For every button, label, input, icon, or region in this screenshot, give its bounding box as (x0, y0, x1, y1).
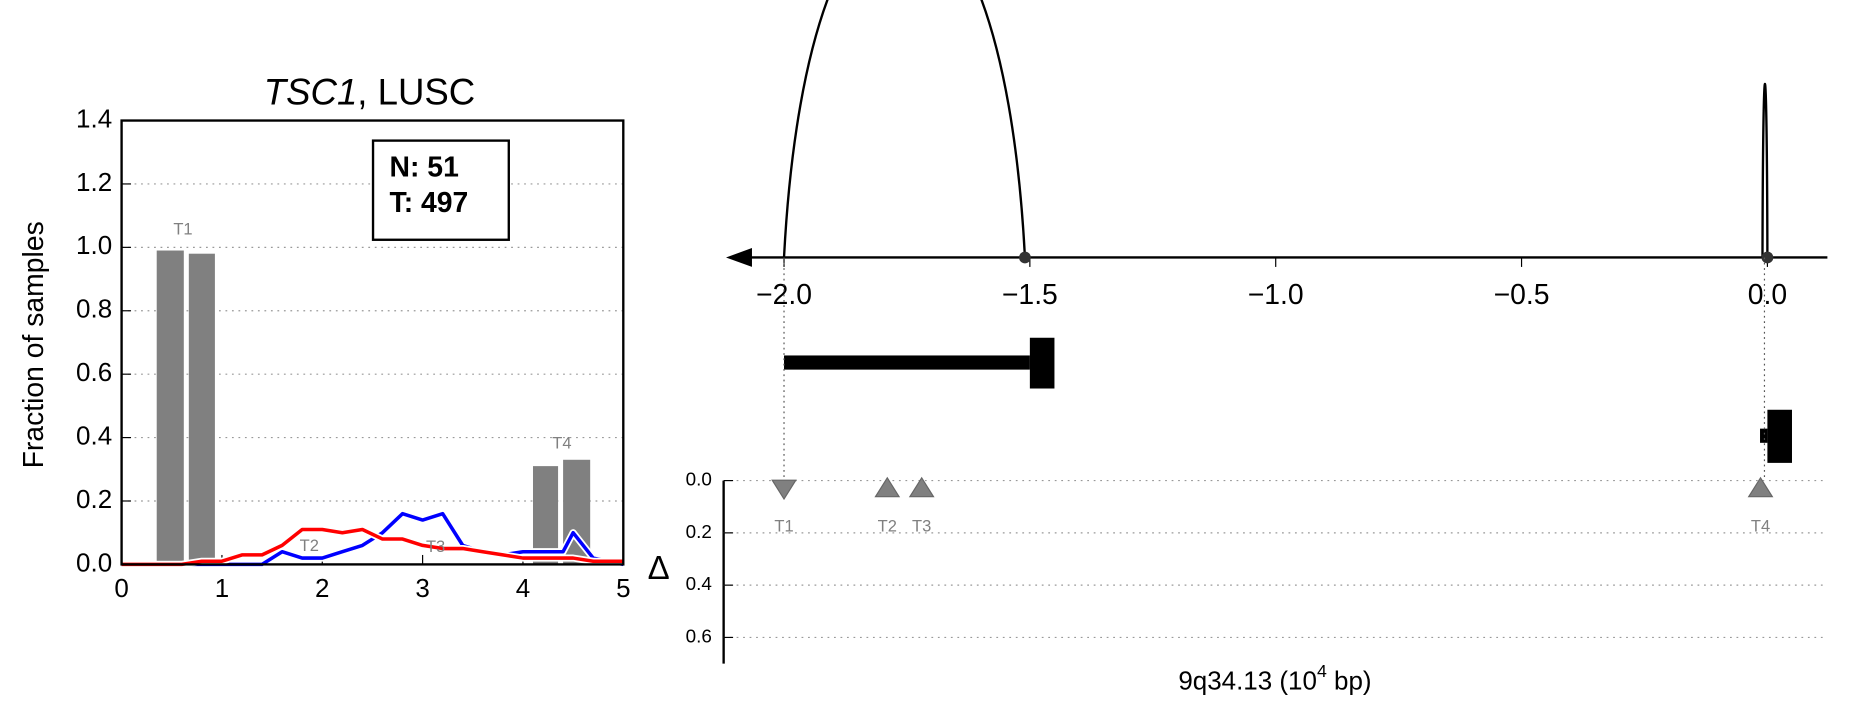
y-tick-label: 0.0 (76, 547, 112, 577)
arc (782, 0, 1027, 258)
x-tick-label: −1.5 (1002, 279, 1058, 311)
annotation: T: 497 (390, 187, 469, 219)
x-tick-label: 4 (516, 573, 530, 603)
x-tick-label: 5 (616, 573, 630, 603)
x-label-part: 9q34.13 (10 (1178, 665, 1317, 695)
gene-exon (1767, 409, 1792, 463)
y-tick-label: 0.0 (686, 470, 712, 491)
bar (532, 466, 559, 565)
gene-exon (1029, 337, 1055, 389)
x-tick-label: 1 (215, 573, 229, 603)
marker (1747, 476, 1774, 498)
x-label-part: bp) (1327, 665, 1372, 695)
axis-arrow (725, 248, 752, 267)
bar-label: T3 (426, 537, 445, 556)
marker-label: T2 (878, 517, 897, 536)
bar-label: T1 (173, 220, 192, 239)
marker (771, 479, 797, 501)
arc-end (1761, 251, 1774, 264)
y-tick-label: 0.4 (76, 420, 112, 450)
annotation: N: 51 (390, 151, 459, 183)
marker (908, 476, 935, 498)
bar (156, 250, 184, 565)
x-tick-label: −0.5 (1494, 279, 1550, 311)
gene-intron (1760, 428, 1768, 443)
y-axis-label: Δ (648, 550, 670, 587)
marker (874, 476, 901, 498)
x-tick-label: 0.0 (1748, 279, 1787, 311)
y-tick-label: 0.2 (686, 522, 712, 543)
marker-label: T1 (774, 517, 793, 536)
annotation-box (371, 139, 510, 241)
x-label-exponent: 4 (1317, 661, 1327, 681)
arc-end (1019, 251, 1031, 264)
y-axis-label: Fraction of samples (18, 221, 50, 468)
arc (1761, 82, 1769, 258)
x-tick-label: −1.0 (1248, 279, 1304, 311)
bar-label: T2 (300, 536, 319, 555)
x-axis-label: 9q34.13 (104 bp) (1178, 661, 1371, 696)
y-tick-label: 1.2 (76, 167, 112, 197)
x-tick-label: 3 (415, 573, 429, 603)
y-tick-label: 1.4 (76, 103, 112, 133)
gene-intron (784, 355, 1030, 370)
marker-label: T4 (1751, 517, 1770, 536)
x-tick-label: 2 (315, 573, 329, 603)
bar-label: T4 (552, 433, 571, 452)
bar (188, 253, 215, 565)
y-tick-label: 0.2 (76, 484, 112, 514)
x-tick-label: 0 (114, 573, 128, 603)
line (121, 527, 624, 567)
chart-title: TSC1, LUSC (264, 71, 475, 112)
title-gene: TSC1 (264, 71, 358, 112)
y-tick-label: 0.4 (686, 574, 712, 595)
y-tick-label: 0.6 (686, 626, 712, 647)
y-tick-label: 0.6 (76, 357, 112, 387)
y-tick-label: 1.0 (76, 230, 112, 260)
y-tick-label: 0.8 (76, 294, 112, 324)
title-rest: , LUSC (357, 71, 475, 112)
marker-label: T3 (912, 517, 931, 536)
frame (120, 119, 625, 566)
